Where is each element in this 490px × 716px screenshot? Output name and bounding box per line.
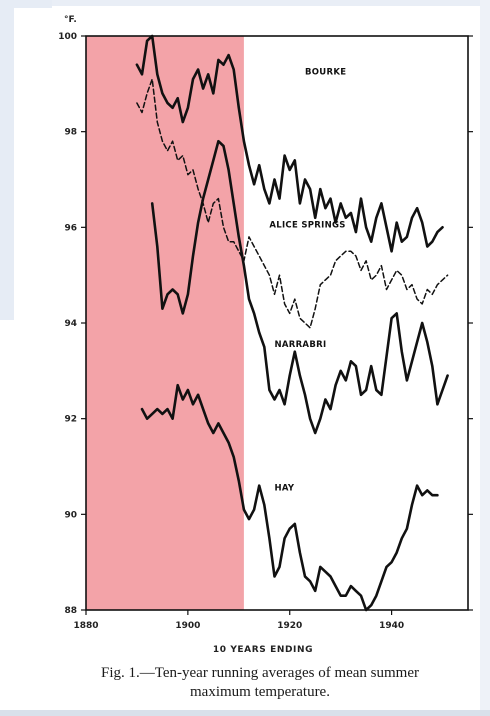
x-tick-label: 1880 <box>73 621 98 631</box>
scan-edge-right <box>480 0 490 716</box>
series-line-narrabri <box>150 139 449 435</box>
y-tick-label: 92 <box>64 415 77 425</box>
caption-line-1: Fig. 1.—Ten-year running averages of mea… <box>100 665 420 681</box>
x-tick-label: 1920 <box>277 621 302 631</box>
y-unit-label: °F. <box>64 15 77 25</box>
series-line-bourke <box>135 34 444 253</box>
series-label-bourke: BOURKE <box>305 67 346 77</box>
scan-edge-top <box>0 0 490 6</box>
series-layer <box>135 34 449 612</box>
series-label-alice-springs: ALICE SPRINGS <box>269 220 345 230</box>
series-line-hay <box>140 383 439 612</box>
x-tick-label: 1900 <box>175 621 200 631</box>
y-tick-label: 96 <box>64 223 77 233</box>
series-label-narrabri: NARRABRI <box>274 340 326 350</box>
figure-caption: Fig. 1.—Ten-year running averages of mea… <box>40 664 480 702</box>
y-tick-label: 90 <box>64 510 77 520</box>
caption-line-2: maximum temperature. <box>190 684 330 700</box>
y-tick-label: 98 <box>64 128 77 138</box>
x-axis-title: 10 YEARS ENDING <box>213 645 313 655</box>
series-labels-layer: BOURKE ALICE SPRINGS NARRABRI HAY <box>269 67 346 493</box>
highlight-band <box>86 36 244 610</box>
series-line-alice-springs <box>136 78 449 329</box>
y-tick-label: 88 <box>64 606 77 616</box>
scan-edge-bottom <box>0 710 490 716</box>
y-tick-label: 94 <box>64 319 77 329</box>
y-tick-label: 100 <box>58 32 77 42</box>
series-label-hay: HAY <box>274 483 294 493</box>
x-tick-label: 1940 <box>379 621 404 631</box>
ticks-layer: 88 90 92 94 96 98 100 1880 1900 1920 1940 <box>58 32 473 631</box>
